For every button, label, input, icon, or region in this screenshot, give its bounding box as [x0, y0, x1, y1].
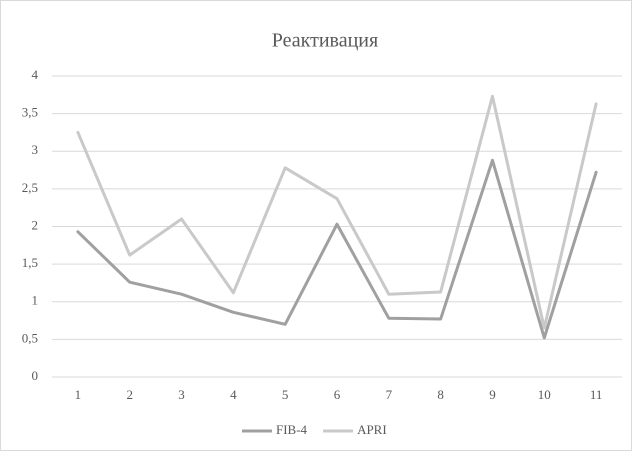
legend-label: FIB-4 [276, 422, 308, 437]
y-tick-label: 3,5 [22, 105, 38, 120]
y-tick-label: 0 [32, 368, 39, 383]
y-tick-label: 1,5 [22, 255, 38, 270]
series-line [76, 158, 598, 340]
x-tick-label: 6 [334, 387, 341, 402]
y-tick-label: 0,5 [22, 330, 38, 345]
y-tick-label: 3 [32, 142, 39, 157]
chart-title: Реактивация [272, 30, 378, 52]
x-tick-label: 3 [178, 387, 185, 402]
x-tick-label: 1 [75, 387, 82, 402]
x-tick-label: 7 [386, 387, 393, 402]
legend-label: APRI [357, 422, 387, 437]
x-tick-label: 10 [538, 387, 551, 402]
x-tick-label: 5 [282, 387, 289, 402]
x-tick-label: 2 [126, 387, 133, 402]
y-tick-label: 4 [32, 67, 39, 82]
y-tick-label: 1 [32, 293, 39, 308]
x-tick-label: 4 [230, 387, 237, 402]
y-tick-label: 2,5 [22, 180, 38, 195]
x-tick-label: 11 [590, 387, 603, 402]
series-line [76, 94, 598, 330]
x-tick-label: 8 [437, 387, 444, 402]
x-tick-label: 9 [489, 387, 496, 402]
y-tick-label: 2 [32, 217, 39, 232]
